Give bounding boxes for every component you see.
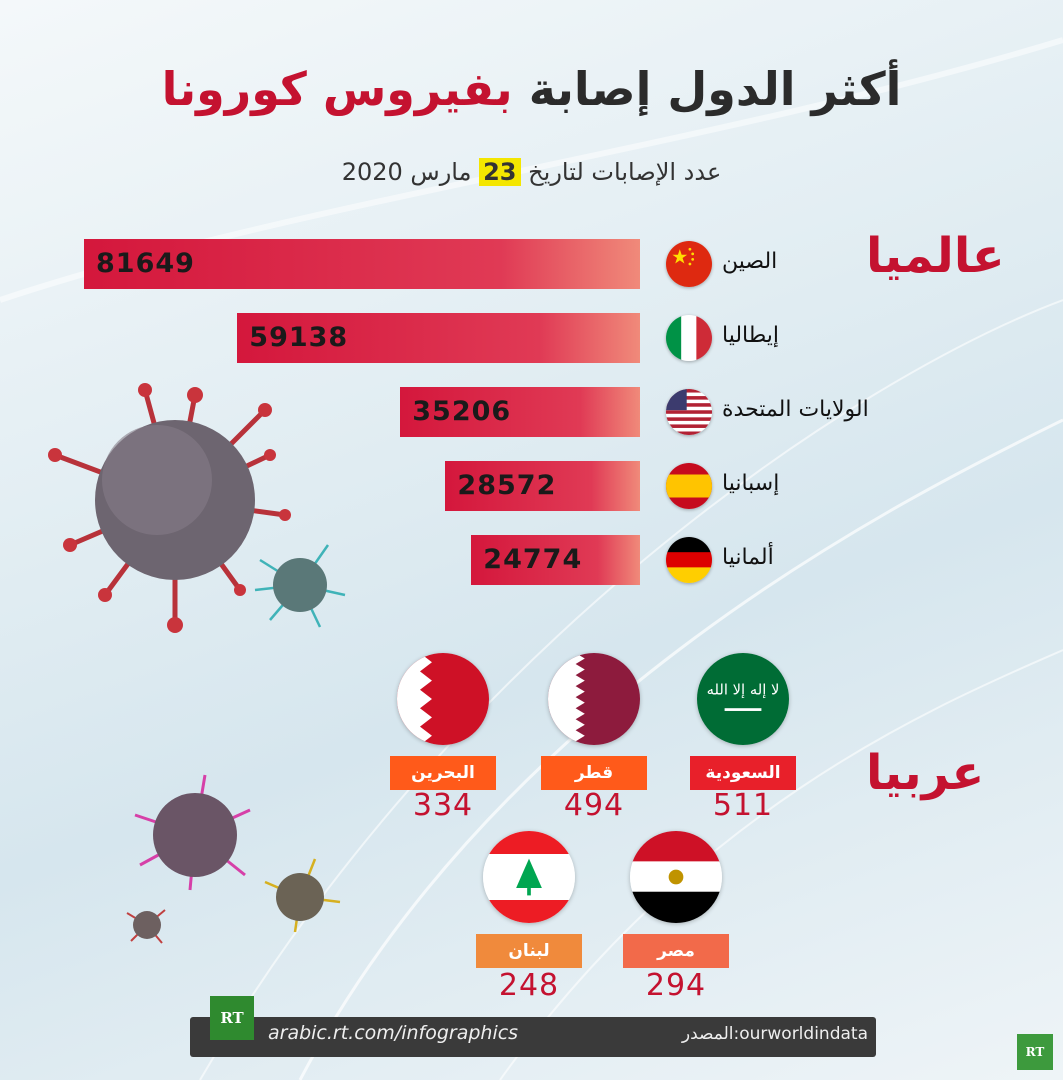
bar-value-label: 81649 (96, 248, 195, 279)
virus-purple-illustration (134, 774, 251, 891)
arab-country-value: 334 (412, 788, 474, 823)
country-name: الولايات المتحدة (722, 397, 869, 422)
bar-value-label: 59138 (249, 322, 349, 353)
arab-country-label: قطر (541, 756, 647, 790)
arab-country-value: 511 (712, 788, 774, 823)
arab-country-value: 494 (563, 788, 625, 823)
section-label-global: عالميا (866, 228, 1005, 284)
bar-1 (84, 239, 640, 289)
italy-flag-icon (666, 315, 712, 361)
footer-url[interactable]: arabic.rt.com/infographics (268, 1022, 519, 1044)
country-name: الصين (722, 249, 778, 274)
subtitle-before: عدد الإصابات لتاريخ (528, 158, 722, 186)
footer-bar (190, 1017, 876, 1057)
lebanon-flag-icon (483, 831, 575, 923)
bar-2 (237, 313, 640, 363)
arab-country-label: السعودية (690, 756, 796, 790)
country-name: إيطاليا (722, 323, 780, 348)
title-part-1: أكثر الدول إصابة (528, 62, 902, 116)
bar-3 (400, 387, 640, 437)
bar-5 (471, 535, 640, 585)
spain-flag-icon (666, 463, 712, 509)
arab-country-label: لبنان (476, 934, 582, 968)
bar-value-label: 35206 (412, 396, 512, 427)
bar-value-label: 24774 (483, 544, 583, 575)
infographic-subtitle: عدد الإصابات لتاريخ 23 مارس 2020 (0, 158, 1063, 186)
egypt-flag-icon (630, 831, 722, 923)
svg-text:ﻻ إله إلا الله: ﻻ إله إلا الله (707, 681, 780, 698)
subtitle-after: مارس 2020 (341, 158, 472, 186)
country-name: إسبانيا (722, 471, 780, 496)
bar-4 (445, 461, 640, 511)
germany-flag-icon (666, 537, 712, 583)
arab-country-value: 248 (498, 968, 560, 1003)
bar-value-label: 28572 (457, 470, 557, 501)
china-flag-icon (666, 241, 712, 287)
virus-large-illustration (48, 383, 291, 633)
arab-country-label: مصر (623, 934, 729, 968)
saudi-flag-icon: ﻻ إله إلا الله (697, 653, 789, 745)
virus-gold-illustration (264, 858, 341, 933)
subtitle-day-highlight: 23 (479, 158, 521, 186)
arab-country-value: 294 (645, 968, 707, 1003)
rt-logo: RT (210, 996, 254, 1040)
rt-corner-logo: RT (1017, 1034, 1053, 1070)
section-label-arab: عربيا (866, 745, 985, 801)
virus-teal-illustration (254, 544, 346, 628)
title-part-2: بفيروس كورونا (161, 62, 513, 116)
qatar-flag-icon (548, 653, 640, 745)
bahrain-flag-icon (397, 653, 489, 745)
country-name: ألمانيا (722, 545, 774, 570)
virus-small-illustration (126, 909, 166, 944)
usa-flag-icon (666, 389, 712, 435)
footer-source: المصدر:ourworldindata (681, 1024, 868, 1044)
infographic-title: أكثر الدول إصابة بفيروس كورونا (0, 62, 1063, 116)
arab-country-label: البحرين (390, 756, 496, 790)
